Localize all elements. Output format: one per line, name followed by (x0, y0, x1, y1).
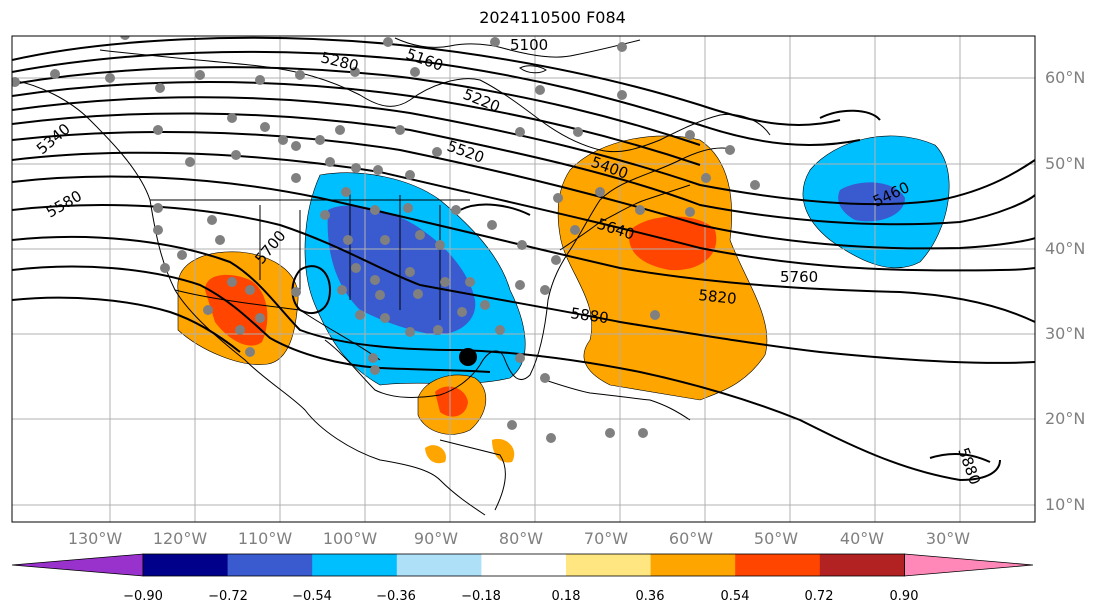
colorbar-tick-labels: −0.90 −0.72 −0.54 −0.36 −0.18 0.18 0.36 … (123, 589, 918, 604)
map-frame (11, 35, 1036, 523)
colorbar-tick-label: −0.36 (376, 589, 416, 604)
colorbar-segment (735, 554, 821, 576)
colorbar-tick-label: 0.36 (636, 589, 665, 604)
height-contours (12, 36, 1035, 482)
colorbar-segment (819, 554, 905, 576)
longitude-labels: 130°W 120°W 110°W 100°W 90°W 80°W 70°W 6… (68, 529, 970, 548)
colorbar-tick-label: 0.90 (890, 589, 919, 604)
colorbar (11, 553, 1034, 577)
colorbar-tick-label: −0.90 (123, 589, 163, 604)
colorbar-tick-label: 0.18 (552, 589, 581, 604)
colorbar-tick-label: 0.72 (805, 589, 834, 604)
colorbar-tick-label: 0.54 (721, 589, 750, 604)
contour-label: 5820 (698, 286, 738, 308)
lon-label: 50°W (754, 529, 798, 548)
coastlines (12, 37, 771, 516)
colorbar-tick-label: −0.54 (292, 589, 332, 604)
colorbar-tick-label: −0.72 (208, 589, 248, 604)
lat-label: 60°N (1045, 68, 1085, 87)
colorbar-segment (143, 554, 229, 576)
lon-label: 110°W (238, 529, 293, 548)
colorbar-segment (650, 554, 736, 576)
contour-label: 5880 (569, 304, 609, 327)
map-area (12, 36, 1035, 522)
lon-label: 80°W (499, 529, 543, 548)
lat-label: 50°N (1045, 154, 1085, 173)
lon-label: 60°W (669, 529, 713, 548)
lon-label: 100°W (323, 529, 378, 548)
lon-label: 30°W (926, 529, 970, 548)
colorbar-extend-high (904, 553, 1034, 577)
lat-label: 40°N (1045, 239, 1085, 258)
colorbar-extend-low (11, 553, 144, 577)
lat-label: 20°N (1045, 409, 1085, 428)
map-title: 2024110500 F084 (479, 8, 626, 27)
colorbar-segment (481, 554, 567, 576)
storm-center-marker (459, 348, 477, 366)
lon-label: 130°W (68, 529, 123, 548)
contour-label: 5760 (780, 268, 818, 286)
colorbar-segment (566, 554, 652, 576)
colorbar-segment (396, 554, 482, 576)
colorbar-outline (142, 553, 905, 577)
station-markers (12, 36, 760, 443)
lat-label: 30°N (1045, 324, 1085, 343)
colorbar-segment (312, 554, 398, 576)
contour-label: 5100 (510, 36, 548, 54)
colorbar-segment (227, 554, 313, 576)
colorbar-tick-label: −0.18 (461, 589, 501, 604)
lat-label: 10°N (1045, 495, 1085, 514)
lon-label: 90°W (414, 529, 458, 548)
lon-label: 70°W (584, 529, 628, 548)
lon-label: 120°W (153, 529, 208, 548)
lon-label: 40°W (840, 529, 884, 548)
latitude-labels: 60°N 50°N 40°N 30°N 20°N 10°N (1045, 68, 1085, 514)
